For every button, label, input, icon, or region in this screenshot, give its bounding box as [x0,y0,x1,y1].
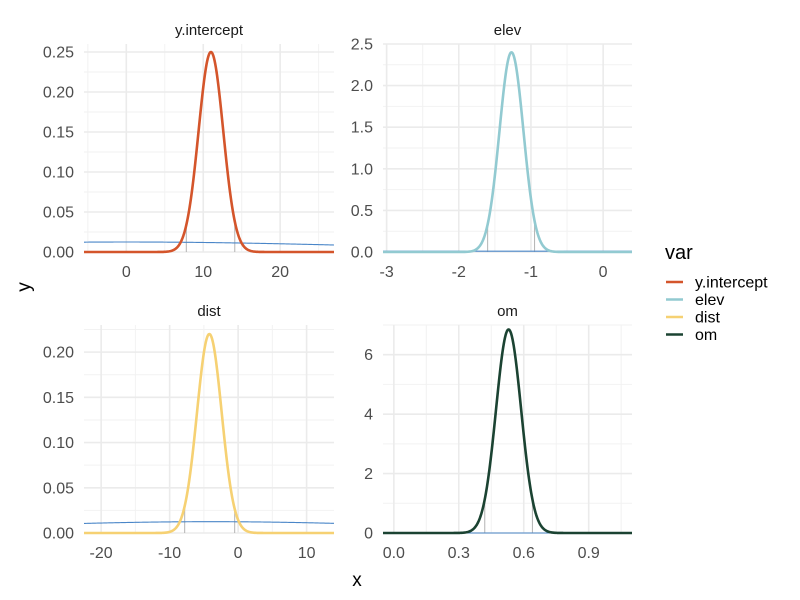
panel-title: elev [494,22,522,39]
y-tick-label: 0.05 [43,480,74,497]
legend-label: elev [695,292,724,309]
y-tick-label: 2.5 [351,37,373,54]
x-tick-label: 20 [271,264,289,281]
x-tick-label: 0.3 [448,545,470,562]
legend-item-om: om [666,327,717,344]
legend-item-elev: elev [666,292,724,309]
y-tick-label: 1.5 [351,120,373,137]
x-tick-label: 0 [122,264,131,281]
y-tick-label: 2 [364,466,373,483]
y-tick-label: 0.15 [43,390,74,407]
panel-title: dist [197,303,221,320]
x-tick-label: 0 [234,545,243,562]
y-tick-label: 0.20 [43,345,74,362]
posterior-density-line-y-intercept [83,50,335,254]
legend-item-y-intercept: y.intercept [666,275,768,292]
legend-label: dist [695,310,720,327]
x-tick-label: 10 [194,264,212,281]
x-tick-label: 0.6 [513,545,535,562]
y-tick-label: 0.5 [351,203,373,220]
panel-y-intercept: y.intercept 0 10 20 0.00 0.05 0.10 0.15 0.20 0.25 [43,22,335,281]
panel-title: om [497,303,518,320]
y-tick-label: 1.0 [351,161,373,178]
legend-label: om [695,327,717,344]
x-tick-label: 0.9 [578,545,600,562]
y-tick-label: 0.00 [43,526,74,543]
y-tick-label: 0.25 [43,45,74,62]
y-tick-label: 0.00 [43,245,74,262]
panel-dist: dist -20 -10 0 10 0.00 0.05 0.10 0.15 0.20 [43,303,335,562]
y-tick-label: 0 [364,526,373,543]
x-tick-label: -2 [452,264,466,281]
y-tick-label: 4 [364,407,373,424]
x-axis-title: x [352,570,362,591]
y-tick-label: 2.0 [351,78,373,95]
posterior-density-line-dist [83,332,335,535]
panel-elev: elev -3 -2 -1 0 0.0 0.5 1.0 1.5 2.0 2.5 [351,22,633,281]
panel-title: y.intercept [175,22,244,39]
legend-label: y.intercept [695,275,768,292]
y-axis-title: y [14,282,35,292]
legend-item-dist: dist [666,310,720,327]
x-tick-label: -10 [158,545,181,562]
prior-density-line [83,241,335,246]
x-tick-label: -20 [90,545,113,562]
posterior-density-line-om [382,328,633,535]
x-tick-label: -3 [379,264,393,281]
y-tick-label: 0.0 [351,245,373,262]
y-tick-label: 0.10 [43,435,74,452]
x-tick-label: 10 [298,545,316,562]
x-tick-label: 0.0 [383,545,405,562]
x-tick-label: 0 [599,264,608,281]
y-tick-label: 0.10 [43,165,74,182]
prior-density-line [83,521,335,524]
x-tick-label: -1 [524,264,538,281]
posterior-density-line-elev [382,51,633,254]
y-tick-label: 0.05 [43,205,74,222]
y-tick-label: 6 [364,347,373,364]
y-tick-label: 0.15 [43,125,74,142]
panel-om: om 0.0 0.3 0.6 0.9 0 2 4 6 [364,303,633,562]
y-tick-label: 0.20 [43,85,74,102]
legend-title: var [665,242,693,264]
